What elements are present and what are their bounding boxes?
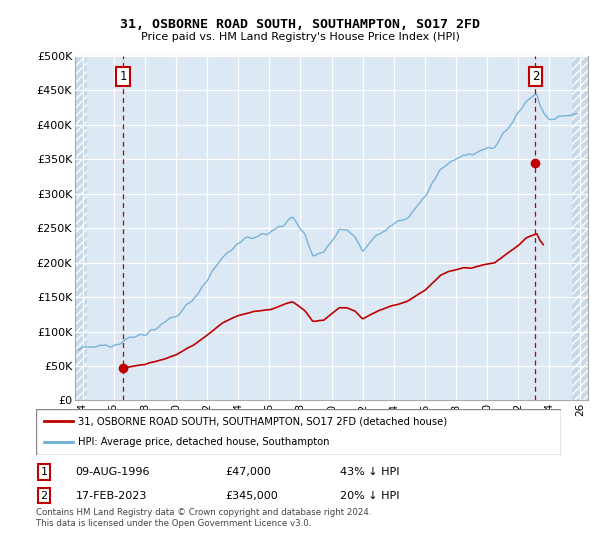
- Text: 43% ↓ HPI: 43% ↓ HPI: [341, 467, 400, 477]
- Text: 20% ↓ HPI: 20% ↓ HPI: [341, 491, 400, 501]
- Text: 09-AUG-1996: 09-AUG-1996: [76, 467, 150, 477]
- Text: 1: 1: [119, 70, 127, 83]
- Text: 2: 2: [40, 491, 47, 501]
- Text: Price paid vs. HM Land Registry's House Price Index (HPI): Price paid vs. HM Land Registry's House …: [140, 32, 460, 43]
- Text: 1: 1: [40, 467, 47, 477]
- Text: 31, OSBORNE ROAD SOUTH, SOUTHAMPTON, SO17 2FD (detached house): 31, OSBORNE ROAD SOUTH, SOUTHAMPTON, SO1…: [78, 416, 447, 426]
- Text: 17-FEB-2023: 17-FEB-2023: [76, 491, 147, 501]
- Text: 2: 2: [532, 70, 539, 83]
- Bar: [75, 56, 88, 400]
- Text: HPI: Average price, detached house, Southampton: HPI: Average price, detached house, Sout…: [78, 437, 329, 447]
- Text: £47,000: £47,000: [225, 467, 271, 477]
- Bar: [572, 56, 588, 400]
- Text: Contains HM Land Registry data © Crown copyright and database right 2024.
This d: Contains HM Land Registry data © Crown c…: [36, 508, 371, 528]
- Text: 31, OSBORNE ROAD SOUTH, SOUTHAMPTON, SO17 2FD: 31, OSBORNE ROAD SOUTH, SOUTHAMPTON, SO1…: [120, 18, 480, 31]
- Text: £345,000: £345,000: [225, 491, 278, 501]
